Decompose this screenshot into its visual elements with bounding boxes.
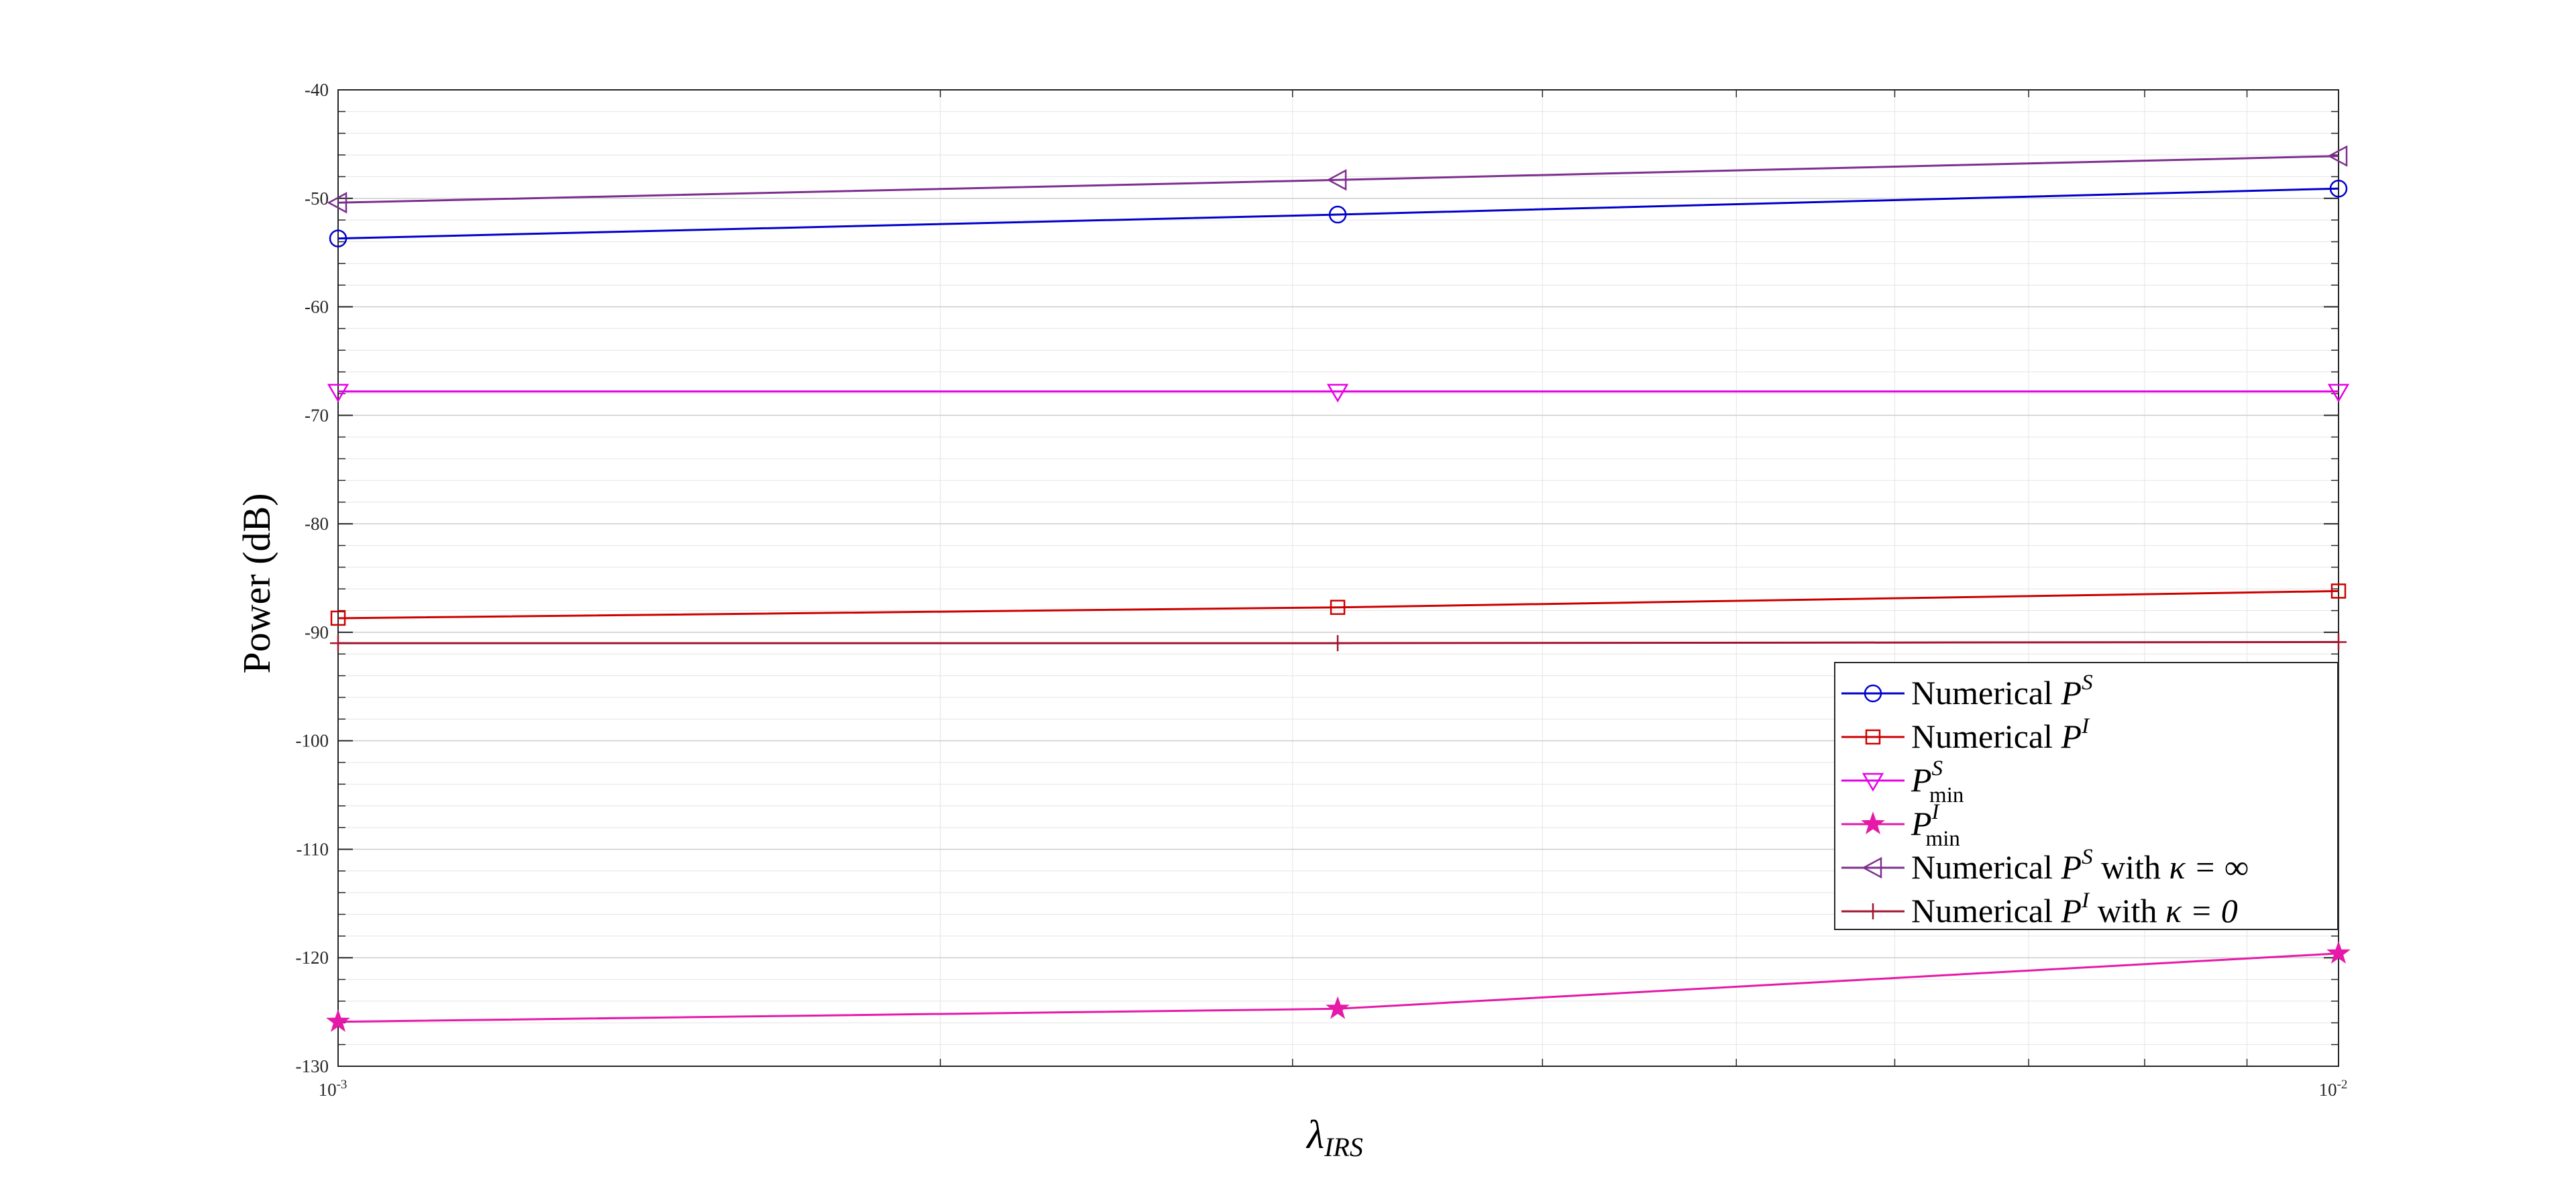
data-point [329,229,347,247]
legend-label: Numerical PI [1911,714,2090,755]
series-psmin [327,384,2350,403]
data-point [2327,145,2348,167]
data-point [1865,903,1881,919]
y-tick-label: -100 [296,731,329,751]
data-point [1326,169,1347,191]
data-point [330,610,346,626]
series-layer [326,145,2351,1032]
data-point [1330,600,1346,615]
data-point [1328,205,1347,224]
legend-item-psinf: Numerical PS with κ = ∞ [1841,845,2249,886]
series-pimin [326,940,2351,1032]
plot-area-frame [337,89,2339,1067]
y-tick-label: -40 [305,80,329,100]
series-pi0 [330,634,2347,652]
series-ps [329,179,2348,247]
data-point [326,1009,350,1032]
legend-item-ps: Numerical PS [1841,671,2093,711]
legend-label: Numerical PS [1911,671,2093,711]
x-tick-label: 10-3 [319,1078,347,1100]
data-point [2327,384,2350,403]
legend-item-pimin: PI min [1841,800,1960,851]
y-tick-label: -60 [305,297,329,317]
y-tick-label: -110 [297,839,329,859]
data-point [1326,384,1349,403]
series-psinf [327,145,2348,214]
legend-box [1834,662,2339,930]
legend-item-pi: Numerical PI [1841,714,2090,755]
y-axis-label: Power (dB) [235,493,278,673]
y-tick-label: -120 [296,948,329,968]
data-point [1330,635,1346,652]
data-point [327,384,350,403]
y-tick-label: -50 [305,188,329,209]
y-tick-label: -130 [296,1056,329,1076]
y-tick-label: -80 [305,514,329,534]
series-line-psinf [337,155,2339,204]
data-point [2330,634,2347,650]
data-point [1864,684,1882,703]
legend-label: PI min [1911,800,1960,851]
data-point [1865,729,1881,745]
x-tick-label: 10-2 [2319,1078,2348,1100]
x-axis-label-symbol: λ [1305,1113,1324,1157]
legend-label: PS min [1911,756,1964,807]
series-line-ps [337,187,2339,240]
data-point [1862,773,1884,792]
legend-label: Numerical PI with κ = 0 [1911,889,2238,929]
data-point [327,192,347,214]
data-point [2330,583,2347,599]
legend-item-pi0: Numerical PI with κ = 0 [1841,889,2238,929]
data-point [1326,996,1350,1019]
series-line-pi [337,589,2339,620]
data-point [2329,179,2348,198]
y-tick-label: -90 [305,622,329,642]
data-point [330,635,346,652]
data-point [1862,856,1882,879]
data-point [1861,811,1885,835]
y-tick-label: -70 [305,405,329,425]
series-pi [330,583,2347,626]
data-point [2326,940,2351,964]
legend-label: Numerical PS with κ = ∞ [1911,845,2249,886]
legend-item-psmin: PS min [1841,756,1964,807]
x-axis-label-subscript: IRS [1324,1132,1363,1162]
x-axis-label: λIRS [1305,1113,1363,1162]
